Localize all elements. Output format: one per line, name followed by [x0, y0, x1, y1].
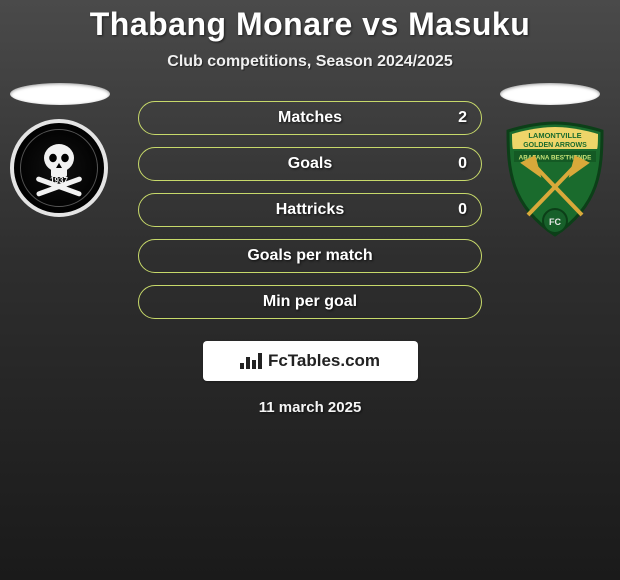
stat-right-value: 0 — [458, 201, 467, 219]
comparison-card: Thabang Monare vs Masuku Club competitio… — [0, 0, 620, 580]
stat-right-value: 0 — [458, 155, 467, 173]
right-club-column: LAMONTVILLE GOLDEN ARROWS ABAFANA BES'TH… — [500, 83, 610, 239]
branding-text: FcTables.com — [268, 351, 380, 371]
left-ellipse-shadow — [10, 83, 110, 105]
shield-top-text: LAMONTVILLE — [528, 131, 581, 140]
stat-row-goals-per-match: Goals per match — [138, 239, 482, 273]
stats-list: Matches 2 Goals 0 Hattricks 0 Goals per … — [138, 101, 482, 319]
golden-arrows-shield-icon: LAMONTVILLE GOLDEN ARROWS ABAFANA BES'TH… — [500, 119, 610, 239]
bar-chart-icon — [240, 351, 262, 371]
right-club-logo: LAMONTVILLE GOLDEN ARROWS ABAFANA BES'TH… — [500, 119, 610, 239]
date-label: 11 march 2025 — [259, 399, 362, 416]
stat-right-value: 2 — [458, 109, 467, 127]
stat-label: Goals per match — [247, 247, 372, 265]
stat-label: Goals — [288, 155, 332, 173]
shield-fc-text: FC — [549, 217, 561, 227]
crest-year: 1937 — [50, 176, 68, 185]
pirates-crest: 1937 — [10, 119, 108, 217]
shield-mid-text: GOLDEN ARROWS — [523, 142, 587, 149]
stat-label: Matches — [278, 109, 342, 127]
left-club-column: 1937 — [10, 83, 110, 217]
stat-row-hattricks: Hattricks 0 — [138, 193, 482, 227]
arrows-crest: LAMONTVILLE GOLDEN ARROWS ABAFANA BES'TH… — [500, 119, 610, 239]
page-title: Thabang Monare vs Masuku — [90, 6, 531, 43]
stat-label: Min per goal — [263, 293, 357, 311]
stat-label: Hattricks — [276, 201, 344, 219]
stat-row-min-per-goal: Min per goal — [138, 285, 482, 319]
right-ellipse-shadow — [500, 83, 600, 105]
skull-crossbones-icon: 1937 — [25, 134, 93, 202]
comparison-body: 1937 LAMONTVILLE GOLDEN ARROWS — [0, 101, 620, 319]
subtitle: Club competitions, Season 2024/2025 — [167, 53, 452, 71]
stat-row-matches: Matches 2 — [138, 101, 482, 135]
branding-link[interactable]: FcTables.com — [203, 341, 418, 381]
left-club-logo: 1937 — [10, 119, 110, 217]
stat-row-goals: Goals 0 — [138, 147, 482, 181]
